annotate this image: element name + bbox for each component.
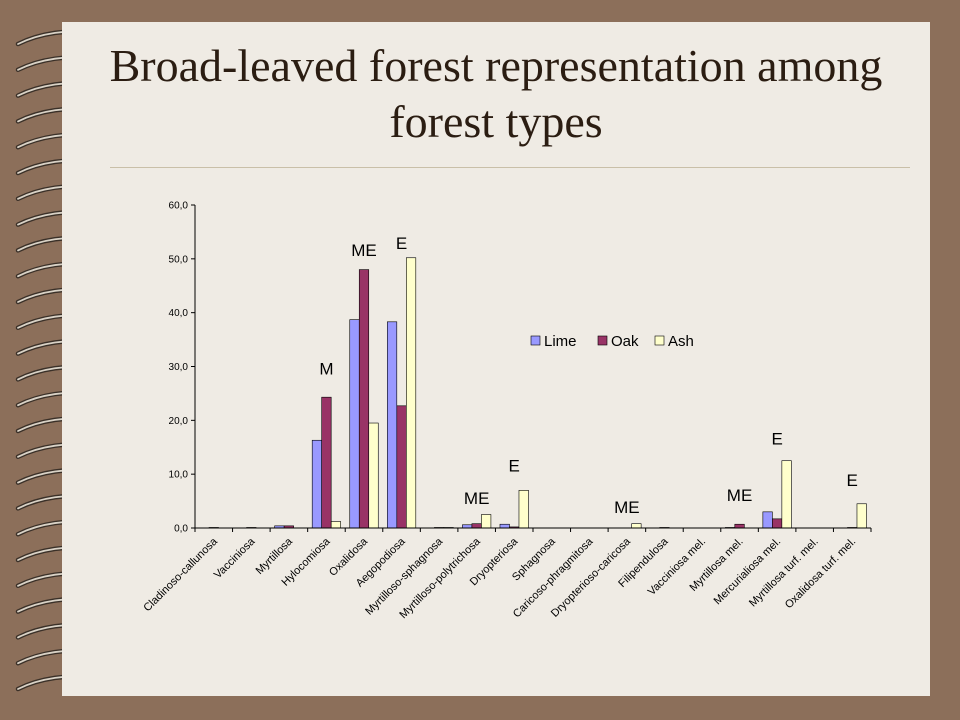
bar-lime [311, 439, 322, 529]
bar-oak [471, 523, 482, 529]
bar-ash [368, 422, 379, 529]
annotation-label: ME [614, 498, 640, 517]
legend-swatch [654, 335, 665, 346]
legend-item-lime: Lime [530, 333, 577, 350]
bar-oak [396, 405, 407, 529]
bars [208, 257, 867, 529]
y-tick-label: 20,0 [169, 416, 189, 427]
bar-ash [781, 460, 792, 529]
annotation-label: ME [727, 486, 753, 505]
annotation-label: E [847, 471, 858, 490]
annotation-label: E [509, 456, 520, 475]
bar-ash [406, 257, 417, 529]
legend-item-ash: Ash [654, 333, 694, 350]
legend-item-oak: Oak [597, 333, 639, 350]
bar-ash [518, 490, 529, 529]
y-tick-label: 50,0 [169, 254, 189, 265]
annotations: M ME E ME E ME ME E E [319, 234, 858, 517]
slide-background [62, 22, 930, 696]
x-axis: Cladinoso-callunosaVacciniosaMyrtillosaH… [141, 527, 872, 621]
bar-ash [856, 503, 867, 529]
bar-lime [762, 511, 773, 529]
page-title: Broad-leaved forest representation among… [109, 40, 883, 147]
y-axis: 0,0 10,0 20,0 30,0 40,0 50,0 60,0 [169, 201, 196, 535]
annotation-label: E [771, 430, 782, 449]
bar-lime [499, 523, 510, 529]
x-tick-label: Oxalidosa turf. mel. [783, 536, 858, 611]
y-tick-label: 30,0 [169, 362, 189, 373]
x-tick-label: Cladinoso-callunosa [141, 535, 220, 614]
y-tick-label: 40,0 [169, 308, 189, 319]
title-divider [110, 167, 910, 168]
legend-label: Oak [611, 333, 639, 350]
x-tick-label: Mercurialiosa mel. [712, 536, 784, 608]
bar-oak [772, 518, 783, 529]
y-tick-label: 0,0 [174, 524, 188, 535]
bar-ash [631, 523, 642, 529]
x-tick-label: Myrtillosa turf. mel. [747, 536, 821, 610]
legend-swatch [597, 335, 608, 346]
legend: Lime Oak Ash [530, 333, 694, 350]
annotation-label: E [396, 234, 407, 253]
legend-label: Ash [668, 333, 694, 350]
legend-swatch [530, 335, 541, 346]
annotation-label: ME [351, 241, 377, 260]
bar-oak [321, 396, 332, 529]
bar-lime [387, 321, 398, 529]
bar-oak [734, 523, 745, 529]
legend-label: Lime [544, 333, 577, 350]
annotation-label: M [319, 360, 333, 379]
bar-ash [481, 514, 492, 529]
bar-ash [330, 521, 341, 529]
y-tick-label: 60,0 [169, 201, 189, 212]
bar-lime [349, 319, 360, 529]
annotation-label: ME [464, 489, 490, 508]
x-tick-label: Vacciniosa [212, 535, 258, 581]
bar-oak [358, 269, 370, 529]
y-tick-label: 10,0 [169, 470, 189, 481]
